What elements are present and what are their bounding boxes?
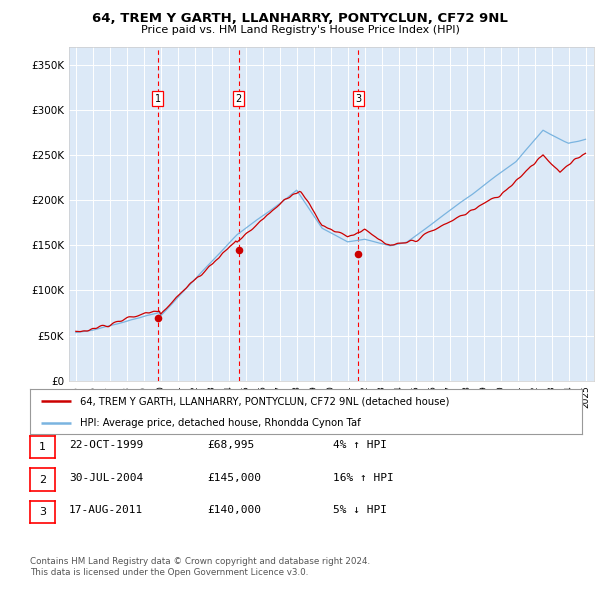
Text: Contains HM Land Registry data © Crown copyright and database right 2024.: Contains HM Land Registry data © Crown c… bbox=[30, 558, 370, 566]
Text: 2: 2 bbox=[39, 475, 46, 484]
Text: 64, TREM Y GARTH, LLANHARRY, PONTYCLUN, CF72 9NL (detached house): 64, TREM Y GARTH, LLANHARRY, PONTYCLUN, … bbox=[80, 396, 449, 407]
Text: £68,995: £68,995 bbox=[207, 441, 254, 450]
Text: 1: 1 bbox=[154, 94, 161, 104]
Text: £140,000: £140,000 bbox=[207, 506, 261, 515]
Text: 4% ↑ HPI: 4% ↑ HPI bbox=[333, 441, 387, 450]
Text: 16% ↑ HPI: 16% ↑ HPI bbox=[333, 473, 394, 483]
Text: Price paid vs. HM Land Registry's House Price Index (HPI): Price paid vs. HM Land Registry's House … bbox=[140, 25, 460, 35]
Text: 64, TREM Y GARTH, LLANHARRY, PONTYCLUN, CF72 9NL: 64, TREM Y GARTH, LLANHARRY, PONTYCLUN, … bbox=[92, 12, 508, 25]
Text: 1: 1 bbox=[39, 442, 46, 452]
Text: 3: 3 bbox=[39, 507, 46, 517]
Text: £145,000: £145,000 bbox=[207, 473, 261, 483]
Point bbox=[153, 314, 163, 323]
Text: 5% ↓ HPI: 5% ↓ HPI bbox=[333, 506, 387, 515]
Point bbox=[353, 250, 363, 259]
Text: HPI: Average price, detached house, Rhondda Cynon Taf: HPI: Average price, detached house, Rhon… bbox=[80, 418, 361, 428]
Text: 17-AUG-2011: 17-AUG-2011 bbox=[69, 506, 143, 515]
Text: 2: 2 bbox=[235, 94, 242, 104]
Text: 22-OCT-1999: 22-OCT-1999 bbox=[69, 441, 143, 450]
Point bbox=[234, 245, 244, 255]
Text: 30-JUL-2004: 30-JUL-2004 bbox=[69, 473, 143, 483]
Text: 3: 3 bbox=[355, 94, 361, 104]
Text: This data is licensed under the Open Government Licence v3.0.: This data is licensed under the Open Gov… bbox=[30, 568, 308, 577]
